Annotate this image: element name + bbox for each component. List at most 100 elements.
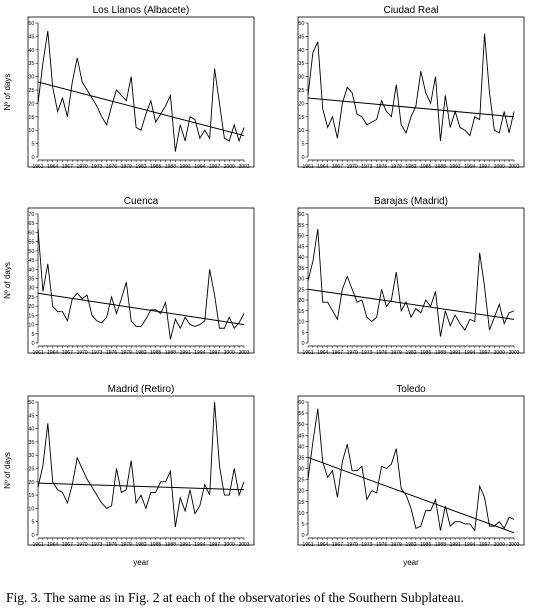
y-tick-label: 25 [298,478,304,484]
x-tick-label: 1985 [150,542,161,548]
x-tick-label: 1970 [77,350,88,356]
trend-line [37,482,245,491]
x-tick-label: 1961 [32,542,43,548]
y-tick-label: 20 [28,480,34,486]
y-tick-label: 35 [28,277,34,283]
y-tick-label: 5 [301,330,304,336]
y-tick-label: 30 [298,75,304,81]
chart-title: Los Llanos (Albacete) [93,5,190,16]
x-tick-label: 1988 [435,350,446,356]
x-tick-label: 1988 [165,164,176,170]
y-tick-label: 10 [28,323,34,329]
x-tick-label: 1976 [376,350,387,356]
y-tick-label: 30 [28,286,34,292]
x-axis-label: year [403,558,419,567]
chart-panel-5: Madrid (Retiro) 0 5 10 15 20 25 30 35 40 45 50 1961 1… [3,384,255,567]
x-tick-label: 1979 [391,542,402,548]
y-tick-label: 30 [28,75,34,81]
y-tick-label: 20 [298,101,304,107]
y-tick-label: 50 [298,422,304,428]
x-tick-label: 1982 [135,542,146,548]
x-tick-label: 2003 [238,350,249,356]
y-axis-label: Nº of days [3,74,12,111]
plot-frame [297,207,525,354]
trend-line [37,292,245,326]
chart-title: Barajas (Madrid) [374,196,448,207]
y-tick-label: 15 [298,115,304,121]
x-tick-label: 1964 [47,542,58,548]
x-tick-label: 1964 [317,164,328,170]
y-tick-label: 40 [298,444,304,450]
trend-line [307,288,515,320]
x-tick-label: 1988 [165,350,176,356]
x-tick-label: 1997 [209,542,220,548]
x-tick-label: 1982 [405,164,416,170]
x-tick-label: 1988 [435,542,446,548]
y-tick-label: 30 [298,277,304,283]
series-line [37,401,245,528]
x-tick-label: 1976 [106,350,117,356]
x-tick-label: 1970 [347,164,358,170]
chart-panel-2: Ciudad Real 0 5 10 15 20 25 30 35 40 45 50 1961 1964 1… [297,5,525,170]
x-tick-label: 1982 [405,350,416,356]
x-tick-label: 1961 [32,350,43,356]
x-tick-label: 1982 [135,164,146,170]
y-tick-label: 25 [28,467,34,473]
y-tick-label: 10 [298,320,304,326]
x-tick-label: 1988 [165,542,176,548]
x-tick-label: 1976 [106,542,117,548]
x-tick-label: 1967 [332,164,343,170]
x-tick-label: 1985 [420,350,431,356]
y-tick-label: 0 [301,341,304,347]
series-line [307,228,515,337]
y-tick-label: 55 [28,240,34,246]
y-tick-label: 55 [298,223,304,229]
y-tick-label: 50 [298,21,304,27]
y-tick-label: 40 [298,48,304,54]
y-tick-label: 35 [28,440,34,446]
y-tick-label: 10 [298,128,304,134]
x-tick-label: 1994 [464,542,475,548]
x-tick-label: 1994 [194,350,205,356]
x-tick-label: 1976 [376,164,387,170]
x-tick-label: 1982 [405,542,416,548]
y-tick-label: 35 [298,61,304,67]
series-line [37,228,245,340]
x-tick-label: 1994 [194,164,205,170]
trend-line [37,81,245,137]
x-tick-label: 1991 [180,350,191,356]
x-tick-label: 1961 [32,164,43,170]
x-tick-label: 1991 [450,164,461,170]
y-tick-label: 5 [31,332,34,338]
x-tick-label: 1979 [121,350,132,356]
y-tick-label: 45 [28,258,34,264]
y-tick-label: 35 [298,266,304,272]
x-tick-label: 1964 [47,350,58,356]
y-tick-label: 15 [298,309,304,315]
x-tick-label: 1973 [91,350,102,356]
chart-title: Cuenca [124,196,159,207]
y-tick-label: 25 [28,88,34,94]
y-tick-label: 20 [298,489,304,495]
x-tick-label: 1964 [317,542,328,548]
y-tick-label: 10 [28,506,34,512]
plot-frame [27,395,255,546]
chart-panel-4: Barajas (Madrid) 0 5 10 15 20 25 30 35 40 45 50 55 60… [297,196,525,356]
y-tick-label: 70 [28,212,34,218]
y-tick-label: 60 [298,400,304,406]
y-tick-label: 0 [301,155,304,161]
y-tick-label: 50 [28,400,34,406]
y-tick-label: 45 [298,244,304,250]
y-tick-label: 5 [31,520,34,526]
x-tick-label: 1967 [62,164,73,170]
y-tick-label: 15 [28,493,34,499]
chart-panel-1: Los Llanos (Albacete) 0 5 10 15 20 25 30 35 40 45 5… [3,5,255,170]
y-tick-label: 0 [301,533,304,539]
trend-line [307,97,515,118]
y-tick-label: 45 [298,34,304,40]
x-tick-label: 1976 [376,542,387,548]
x-tick-label: 1994 [194,542,205,548]
y-tick-label: 10 [298,511,304,517]
y-tick-label: 0 [31,155,34,161]
y-tick-label: 55 [298,411,304,417]
